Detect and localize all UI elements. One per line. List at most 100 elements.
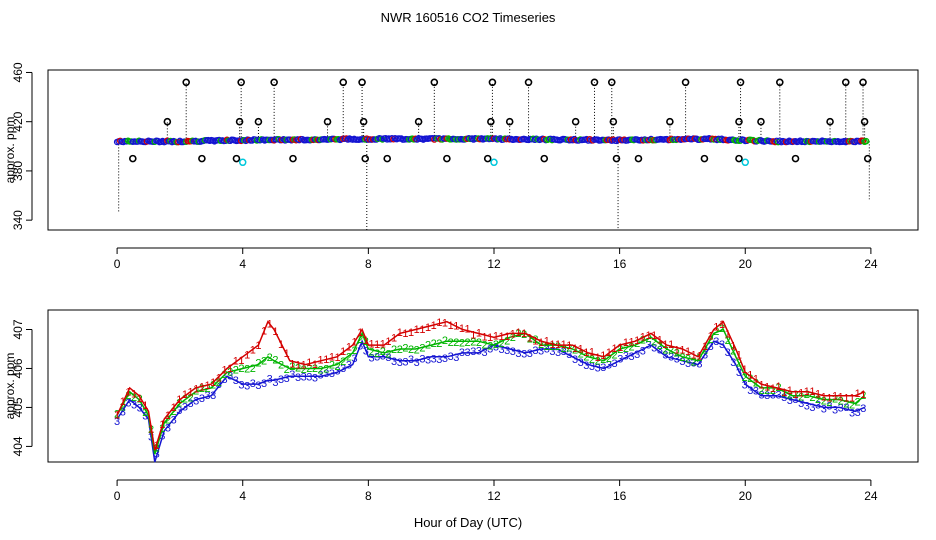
series-3-marker: 3 <box>233 375 239 387</box>
series-1-marker: 1 <box>340 346 346 358</box>
series-2-marker: 2 <box>736 358 742 370</box>
y-tick-label: 404 <box>11 436 25 456</box>
outlier-point <box>826 117 834 126</box>
x-tick-label: 16 <box>613 257 627 271</box>
series-1-marker: 1 <box>527 333 533 345</box>
series-2-marker: 2 <box>674 347 680 359</box>
series-3-marker: 3 <box>781 392 787 404</box>
series-2-marker: 2 <box>482 340 488 352</box>
series-1-marker: 1 <box>199 382 205 394</box>
series-1-marker: 1 <box>515 327 521 339</box>
series-3-marker: 3 <box>363 346 369 358</box>
series-2-marker: 2 <box>725 335 731 347</box>
series-2-marker: 2 <box>804 389 810 401</box>
series-1-marker: 1 <box>238 355 244 367</box>
series-2-marker: 2 <box>318 364 324 376</box>
outlier-point <box>859 78 867 87</box>
series-2-marker: 2 <box>600 354 606 366</box>
series-1-marker: 1 <box>730 340 736 352</box>
series-2-marker: 2 <box>838 395 844 407</box>
series-2-marker: 2 <box>623 343 629 355</box>
series-3-marker: 3 <box>193 395 199 407</box>
series-3-marker: 3 <box>261 378 267 390</box>
series-1-marker: 1 <box>493 330 499 342</box>
series-1-marker: 1 <box>532 335 538 347</box>
outlier-point <box>700 154 709 163</box>
series-1-marker: 1 <box>487 332 493 344</box>
series-3-marker: 3 <box>561 346 567 358</box>
series-3-marker: 3 <box>442 353 448 365</box>
series-3-marker: 3 <box>391 356 397 368</box>
series-1-marker: 1 <box>312 359 318 371</box>
outlier-point <box>735 154 743 163</box>
series-1-marker: 1 <box>583 347 589 359</box>
series-3-marker: 3 <box>482 347 488 359</box>
series-3-marker: 3 <box>809 402 815 414</box>
outlier-point <box>757 117 765 126</box>
y-tick-label: 407 <box>11 319 25 339</box>
series-2-marker: 2 <box>843 399 849 411</box>
series-3-marker: 3 <box>679 356 685 368</box>
series-2-marker: 2 <box>561 343 567 355</box>
series-2-marker: 2 <box>436 338 442 350</box>
series-2-marker: 2 <box>589 354 595 366</box>
series-2-marker: 2 <box>730 346 736 358</box>
series-3-marker: 3 <box>691 358 697 370</box>
series-2-marker: 2 <box>532 334 538 346</box>
outlier-point <box>841 78 850 87</box>
series-3-marker: 3 <box>267 374 273 386</box>
series-3-marker: 3 <box>849 407 855 419</box>
series-1-marker: 1 <box>696 351 702 363</box>
series-3-marker: 3 <box>662 350 668 362</box>
outlier-point <box>776 78 784 87</box>
series-1-marker: 1 <box>125 387 131 399</box>
series-3-marker: 3 <box>815 399 821 411</box>
series-2-marker: 2 <box>470 336 476 348</box>
series-1-marker: 1 <box>612 343 618 355</box>
series-3-marker: 3 <box>323 368 329 380</box>
outlier-point <box>198 154 206 163</box>
series-1-marker: 1 <box>448 320 454 332</box>
series-1-marker: 1 <box>674 345 680 357</box>
series-1-marker: 1 <box>425 322 431 334</box>
chart-title: NWR 160516 CO2 Timeseries <box>381 10 556 25</box>
series-1-marker: 1 <box>719 319 725 331</box>
series-1-marker: 1 <box>470 329 476 341</box>
series-1-marker: 1 <box>628 337 634 349</box>
series-2-marker: 2 <box>849 399 855 411</box>
series-2-marker: 2 <box>199 383 205 395</box>
series-1-marker: 1 <box>402 328 408 340</box>
series-2-marker: 2 <box>425 340 431 352</box>
series-2-marker: 2 <box>216 377 222 389</box>
series-1-marker: 1 <box>120 396 126 408</box>
series-3-marker: 3 <box>159 430 165 442</box>
series-1-marker: 1 <box>623 337 629 349</box>
series-1-marker: 1 <box>459 323 465 335</box>
series-2-marker: 2 <box>702 344 708 356</box>
series-2-marker: 2 <box>809 392 815 404</box>
series-1-marker: 1 <box>436 317 442 329</box>
series-3-marker: 3 <box>572 354 578 366</box>
series-1-marker: 1 <box>595 352 601 364</box>
series-1-marker: 1 <box>679 345 685 357</box>
series-2-marker: 2 <box>826 397 832 409</box>
series-1-marker: 1 <box>216 373 222 385</box>
series-2-marker: 2 <box>787 389 793 401</box>
series-3-marker: 3 <box>137 402 143 414</box>
series-2-marker: 2 <box>617 344 623 356</box>
series-3-marker: 3 <box>221 374 227 386</box>
outlier-point <box>254 117 263 126</box>
series-1-marker: 1 <box>329 351 335 363</box>
series-3-marker: 3 <box>244 381 250 393</box>
series-2-marker: 2 <box>385 348 391 360</box>
outlier-point <box>443 154 451 163</box>
series-3-marker: 3 <box>284 373 290 385</box>
series-1-marker: 1 <box>617 342 623 354</box>
series-2-marker: 2 <box>227 366 233 378</box>
series-1-marker: 1 <box>284 348 290 360</box>
series-1-marker: 1 <box>414 324 420 336</box>
series-1-marker: 1 <box>188 387 194 399</box>
y-tick-label: 406 <box>11 358 25 378</box>
series-2-marker: 2 <box>792 389 798 401</box>
